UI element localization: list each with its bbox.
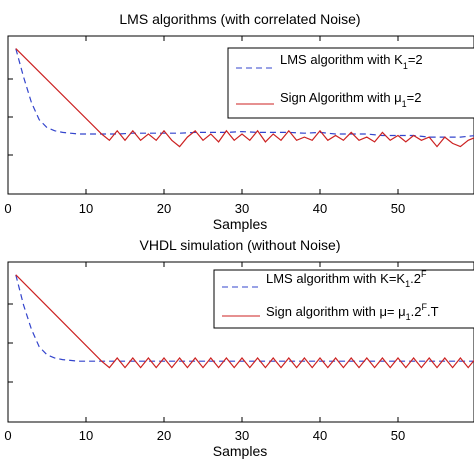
x-tick-label: 40 <box>313 428 327 443</box>
x-tick-label: 20 <box>157 201 171 216</box>
chart-bottom-title: VHDL simulation (without Noise) <box>140 237 341 253</box>
x-tick-label: 50 <box>391 201 405 216</box>
series-line-sign <box>15 274 474 369</box>
series-line-sign <box>15 48 474 148</box>
chart-top-xlabel: Samples <box>213 216 267 232</box>
chart-bottom-legend-box <box>213 269 474 329</box>
x-tick-label: 10 <box>79 428 93 443</box>
x-tick-label: 50 <box>391 428 405 443</box>
chart-bottom-series-group <box>15 274 474 369</box>
chart-bottom-xlabel: Samples <box>213 443 267 459</box>
chart-bottom: VHDL simulation (without Noise) 0 10 20 30 4… <box>4 237 474 459</box>
x-tick-label: 0 <box>4 428 11 443</box>
chart-top-series-group <box>15 48 474 148</box>
chart-top-xticks: 0 10 20 30 40 50 <box>4 36 405 216</box>
chart-bottom-xticks: 0 10 20 30 40 50 <box>4 262 405 443</box>
chart-top-title: LMS algorithms (with correlated Noise) <box>119 11 360 27</box>
chart-bottom-legend-label-lms: LMS algorithm with K=K1.2F <box>266 269 427 289</box>
chart-top: LMS algorithms (with correlated Noise) 0… <box>4 11 474 232</box>
chart-top-legend-label-sign: Sign Algorithm with μ1=2 <box>280 90 422 109</box>
x-tick-label: 40 <box>313 201 327 216</box>
chart-top-legend-box <box>227 47 474 119</box>
x-tick-label: 30 <box>235 428 249 443</box>
chart-bottom-legend-label-sign: Sign algorithm with μ= μ1.2F.T <box>266 302 439 322</box>
chart-bottom-legend: LMS algorithm with K=K1.2F Sign algorith… <box>213 269 474 329</box>
x-tick-label: 30 <box>235 201 249 216</box>
chart-top-legend: LMS algorithm with K1=2 Sign Algorithm w… <box>227 47 474 119</box>
x-tick-label: 20 <box>157 428 171 443</box>
chart-top-legend-label-lms: LMS algorithm with K1=2 <box>280 52 423 71</box>
x-tick-label: 0 <box>4 201 11 216</box>
x-tick-label: 10 <box>79 201 93 216</box>
